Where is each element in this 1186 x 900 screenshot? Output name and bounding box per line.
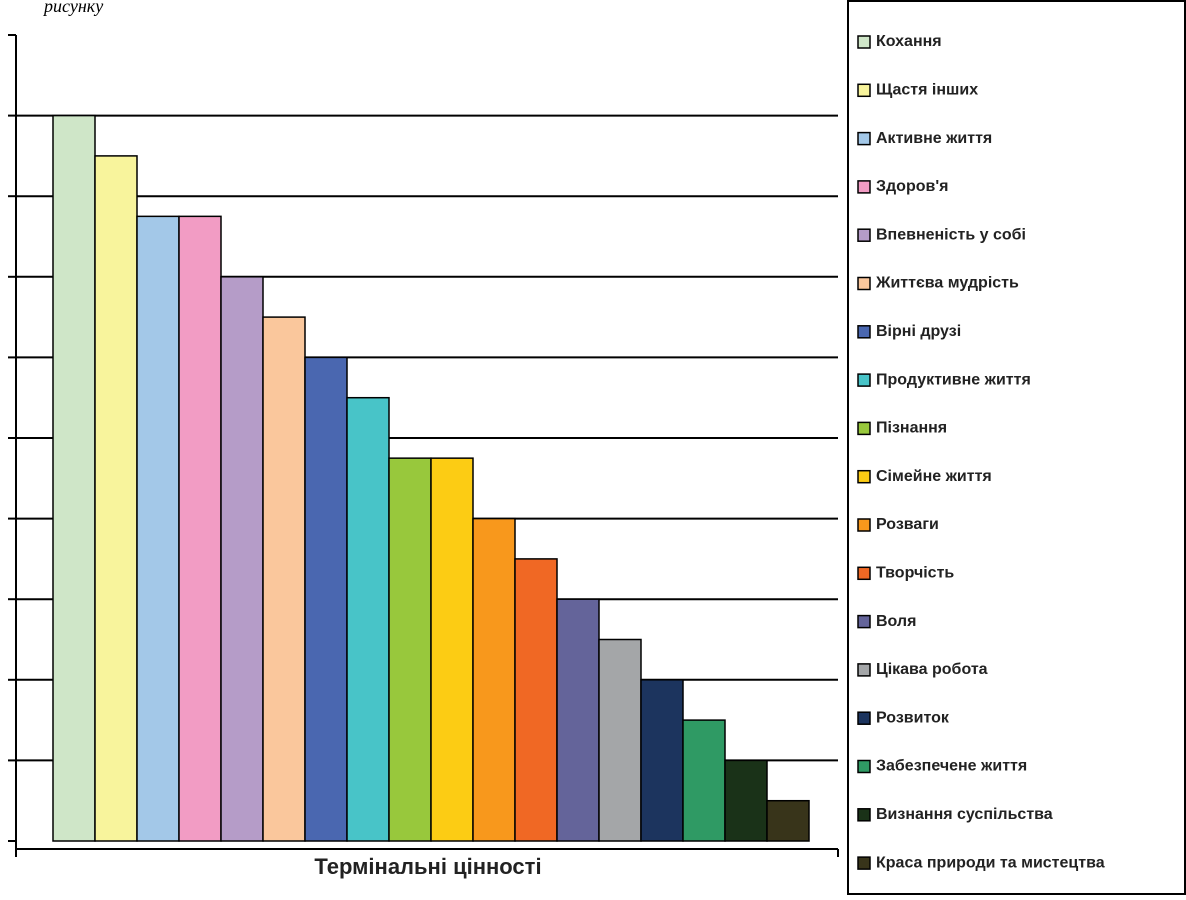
legend-box [847, 0, 1186, 895]
legend-swatch [857, 518, 871, 532]
bar [220, 276, 264, 842]
legend-swatch [857, 228, 871, 242]
legend-label: Кохання [876, 33, 942, 50]
legend-label: Пізнання [876, 420, 947, 437]
legend-label: Сімейне життя [876, 468, 992, 485]
legend-label: Розваги [876, 516, 939, 533]
legend-label: Воля [876, 613, 916, 630]
legend-label: Вірні друзі [876, 323, 961, 340]
legend-label: Життєва мудрість [875, 275, 1019, 292]
legend-swatch [857, 663, 871, 677]
caption: рисунку [42, 0, 103, 16]
bar [430, 457, 474, 842]
legend-swatch [857, 180, 871, 194]
legend-swatch [857, 421, 871, 436]
legend-swatch [857, 325, 871, 339]
legend-label: Забезпечене життя [876, 758, 1027, 775]
legend-label: Активне життя [876, 130, 992, 147]
bar [514, 558, 558, 842]
bar [472, 517, 516, 842]
bar [682, 719, 726, 842]
legend-label: Цікава робота [876, 661, 988, 678]
legend-swatch [857, 131, 871, 146]
bar [94, 155, 138, 842]
legend-label: Впевненість у собі [876, 226, 1026, 243]
bar [304, 356, 348, 842]
legend-swatch [857, 35, 871, 49]
legend-label: Визнання суспільства [876, 806, 1053, 823]
legend-swatch [857, 711, 871, 725]
legend-label: Краса природи та мистецтва [876, 854, 1105, 871]
legend-label: Творчість [876, 565, 954, 582]
bar [52, 114, 96, 842]
x-axis-title: Термінальні цінності [314, 854, 541, 879]
legend-swatch [857, 469, 871, 484]
legend-swatch [857, 808, 871, 822]
legend-label: Розвиток [876, 709, 950, 726]
bar [724, 759, 768, 842]
legend-swatch [857, 373, 871, 387]
bar [178, 215, 222, 842]
bar [766, 799, 810, 842]
legend-label: Здоров'я [876, 178, 948, 195]
bar [346, 396, 390, 842]
legend-swatch [857, 276, 871, 291]
bar [640, 679, 684, 842]
bar [556, 598, 600, 842]
legend-swatch [857, 83, 871, 98]
legend-label: Продуктивне життя [876, 371, 1031, 388]
bar [598, 638, 642, 842]
legend-swatch [857, 614, 871, 629]
legend-swatch [857, 759, 871, 774]
bar [262, 316, 306, 842]
legend-label: Щастя інших [876, 82, 978, 99]
bar [136, 215, 180, 842]
legend-swatch [857, 566, 871, 581]
bar [388, 457, 432, 842]
legend-swatch [857, 856, 871, 870]
